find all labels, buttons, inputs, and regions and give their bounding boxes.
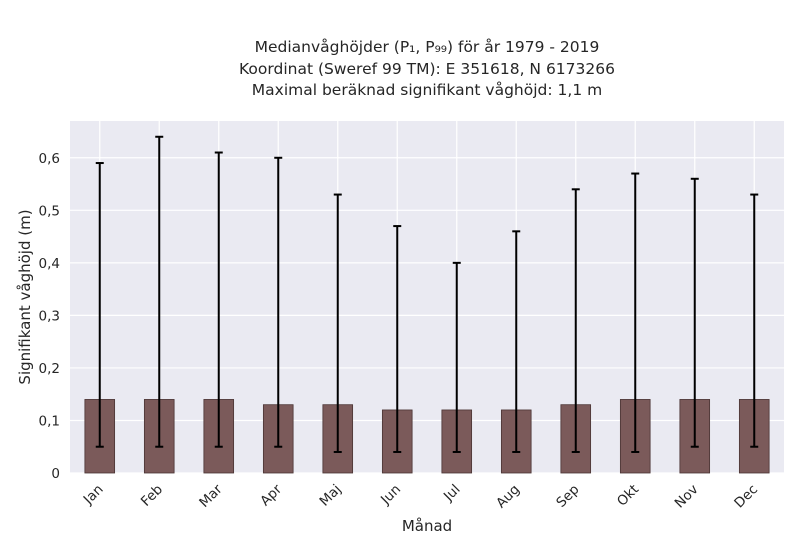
y-axis-label: Signifikant våghöjd (m) <box>16 209 34 384</box>
x-tick-label: Nov <box>672 482 702 512</box>
x-axis-ticks: Jan Feb Mar Apr Maj Jun Jul Aug Sep Okt Nov Dec <box>80 481 761 511</box>
error-bar-dec <box>750 193 759 448</box>
y-axis-ticks: 0 0,1 0,2 0,3 0,4 0,5 0,6 <box>39 151 60 482</box>
x-tick-label: Sep <box>553 482 582 511</box>
error-bar-jun <box>393 225 402 453</box>
x-axis-label: Månad <box>402 517 452 535</box>
chart-title-line-3: Maximal beräknad signifikant våghöjd: 1,… <box>252 81 602 99</box>
plot-area <box>70 121 784 473</box>
x-tick-label: Apr <box>257 481 285 509</box>
x-tick-label: Aug <box>493 482 523 512</box>
error-bar-feb <box>155 135 164 448</box>
y-tick-label: 0,4 <box>39 256 60 272</box>
error-bar-okt <box>631 172 640 453</box>
x-tick-label: Okt <box>614 482 642 510</box>
error-bar-jan <box>95 162 104 448</box>
chart-title-line-2: Koordinat (Sweref 99 TM): E 351618, N 61… <box>239 60 615 78</box>
error-bar-apr <box>274 156 283 448</box>
x-tick-label: Jul <box>440 482 464 506</box>
error-bar-jul <box>452 261 461 453</box>
error-bar-aug <box>512 230 521 453</box>
x-tick-label: Jan <box>80 482 107 509</box>
y-tick-label: 0,2 <box>39 361 60 377</box>
y-tick-label: 0,3 <box>39 308 60 324</box>
x-tick-label: Dec <box>731 482 761 512</box>
error-bar-nov <box>690 177 699 448</box>
x-tick-label: Maj <box>317 482 345 510</box>
y-tick-label: 0,5 <box>39 203 60 219</box>
error-bars <box>95 135 759 453</box>
y-tick-label: 0,1 <box>39 413 60 429</box>
error-bar-sep <box>571 188 580 453</box>
y-tick-label: 0,6 <box>39 151 60 167</box>
x-tick-label: Jun <box>377 482 404 509</box>
error-bar-mar <box>214 151 223 448</box>
chart-title: Medianvåghöjder (P₁, P₉₉) för år 1979 - … <box>239 38 615 99</box>
y-tick-label: 0 <box>51 466 60 482</box>
x-tick-label: Mar <box>196 481 226 511</box>
chart-title-line-1: Medianvåghöjder (P₁, P₉₉) för år 1979 - … <box>255 38 600 56</box>
x-tick-label: Feb <box>138 482 166 510</box>
error-bar-maj <box>333 193 342 453</box>
